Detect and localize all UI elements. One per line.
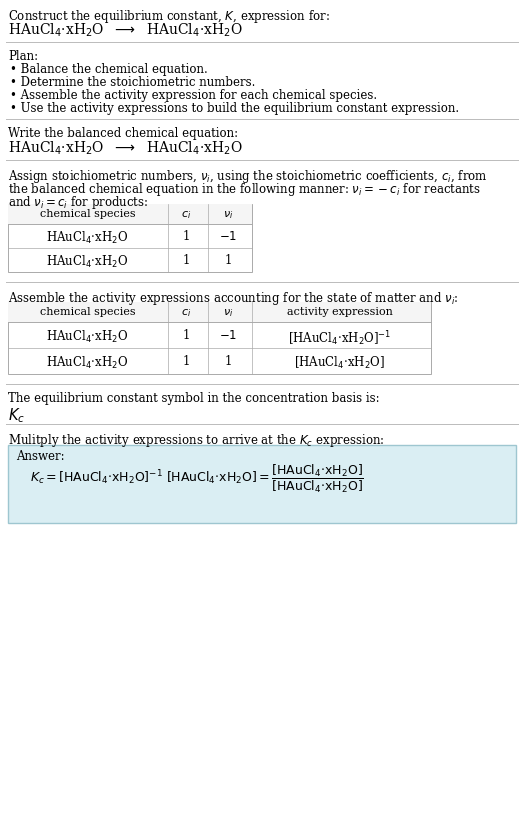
- Text: $-1$: $-1$: [219, 230, 237, 243]
- Text: HAuCl$_4$·xH$_2$O: HAuCl$_4$·xH$_2$O: [47, 254, 128, 270]
- Text: 1: 1: [183, 230, 190, 243]
- Text: 1: 1: [224, 254, 232, 267]
- Text: $K_c = \mathrm{[HAuCl_4{\cdot}xH_2O]^{-1}\ [HAuCl_4{\cdot}xH_2O]} = \dfrac{\math: $K_c = \mathrm{[HAuCl_4{\cdot}xH_2O]^{-1…: [30, 463, 364, 495]
- Text: activity expression: activity expression: [287, 307, 392, 317]
- Text: $c_i$: $c_i$: [181, 307, 192, 319]
- Bar: [8, 204, 252, 272]
- Text: [HAuCl$_4$·xH$_2$O]$^{-1}$: [HAuCl$_4$·xH$_2$O]$^{-1}$: [288, 329, 391, 347]
- Text: $\nu_i$: $\nu_i$: [223, 307, 233, 319]
- Text: HAuCl$_4$·xH$_2$O: HAuCl$_4$·xH$_2$O: [47, 329, 128, 345]
- Text: $K_c$: $K_c$: [8, 406, 25, 425]
- Text: Answer:: Answer:: [16, 450, 64, 463]
- Text: HAuCl$_4$·xH$_2$O: HAuCl$_4$·xH$_2$O: [47, 230, 128, 246]
- Text: • Determine the stoichiometric numbers.: • Determine the stoichiometric numbers.: [10, 76, 255, 89]
- Bar: [8, 302, 431, 322]
- Text: Assemble the activity expressions accounting for the state of matter and $\nu_i$: Assemble the activity expressions accoun…: [8, 290, 458, 307]
- Text: 1: 1: [183, 254, 190, 267]
- Text: HAuCl$_4$·xH$_2$O: HAuCl$_4$·xH$_2$O: [47, 355, 128, 371]
- Text: • Balance the chemical equation.: • Balance the chemical equation.: [10, 63, 208, 76]
- Text: $\nu_i$: $\nu_i$: [223, 209, 233, 221]
- Text: The equilibrium constant symbol in the concentration basis is:: The equilibrium constant symbol in the c…: [8, 392, 379, 405]
- Text: • Use the activity expressions to build the equilibrium constant expression.: • Use the activity expressions to build …: [10, 102, 459, 115]
- Text: Construct the equilibrium constant, $K$, expression for:: Construct the equilibrium constant, $K$,…: [8, 8, 330, 25]
- Text: HAuCl$_4$·xH$_2$O  $\longrightarrow$  HAuCl$_4$·xH$_2$O: HAuCl$_4$·xH$_2$O $\longrightarrow$ HAuC…: [8, 140, 243, 157]
- Text: chemical species: chemical species: [40, 209, 135, 219]
- Text: $-1$: $-1$: [219, 329, 237, 342]
- Text: Plan:: Plan:: [8, 50, 38, 63]
- Bar: [8, 204, 252, 224]
- Text: Write the balanced chemical equation:: Write the balanced chemical equation:: [8, 127, 238, 140]
- Text: HAuCl$_4$·xH$_2$O  $\longrightarrow$  HAuCl$_4$·xH$_2$O: HAuCl$_4$·xH$_2$O $\longrightarrow$ HAuC…: [8, 22, 243, 39]
- Text: Assign stoichiometric numbers, $\nu_i$, using the stoichiometric coefficients, $: Assign stoichiometric numbers, $\nu_i$, …: [8, 168, 488, 185]
- Text: Mulitply the activity expressions to arrive at the $K_c$ expression:: Mulitply the activity expressions to arr…: [8, 432, 385, 449]
- Text: chemical species: chemical species: [40, 307, 135, 317]
- Text: • Assemble the activity expression for each chemical species.: • Assemble the activity expression for e…: [10, 89, 377, 102]
- Text: the balanced chemical equation in the following manner: $\nu_i = -c_i$ for react: the balanced chemical equation in the fo…: [8, 181, 481, 198]
- Text: 1: 1: [183, 355, 190, 368]
- Text: $c_i$: $c_i$: [181, 209, 192, 221]
- Bar: [8, 302, 431, 374]
- Text: 1: 1: [224, 355, 232, 368]
- Text: 1: 1: [183, 329, 190, 342]
- Text: and $\nu_i = c_i$ for products:: and $\nu_i = c_i$ for products:: [8, 194, 148, 211]
- Text: [HAuCl$_4$·xH$_2$O]: [HAuCl$_4$·xH$_2$O]: [294, 355, 385, 371]
- Bar: [8, 445, 516, 523]
